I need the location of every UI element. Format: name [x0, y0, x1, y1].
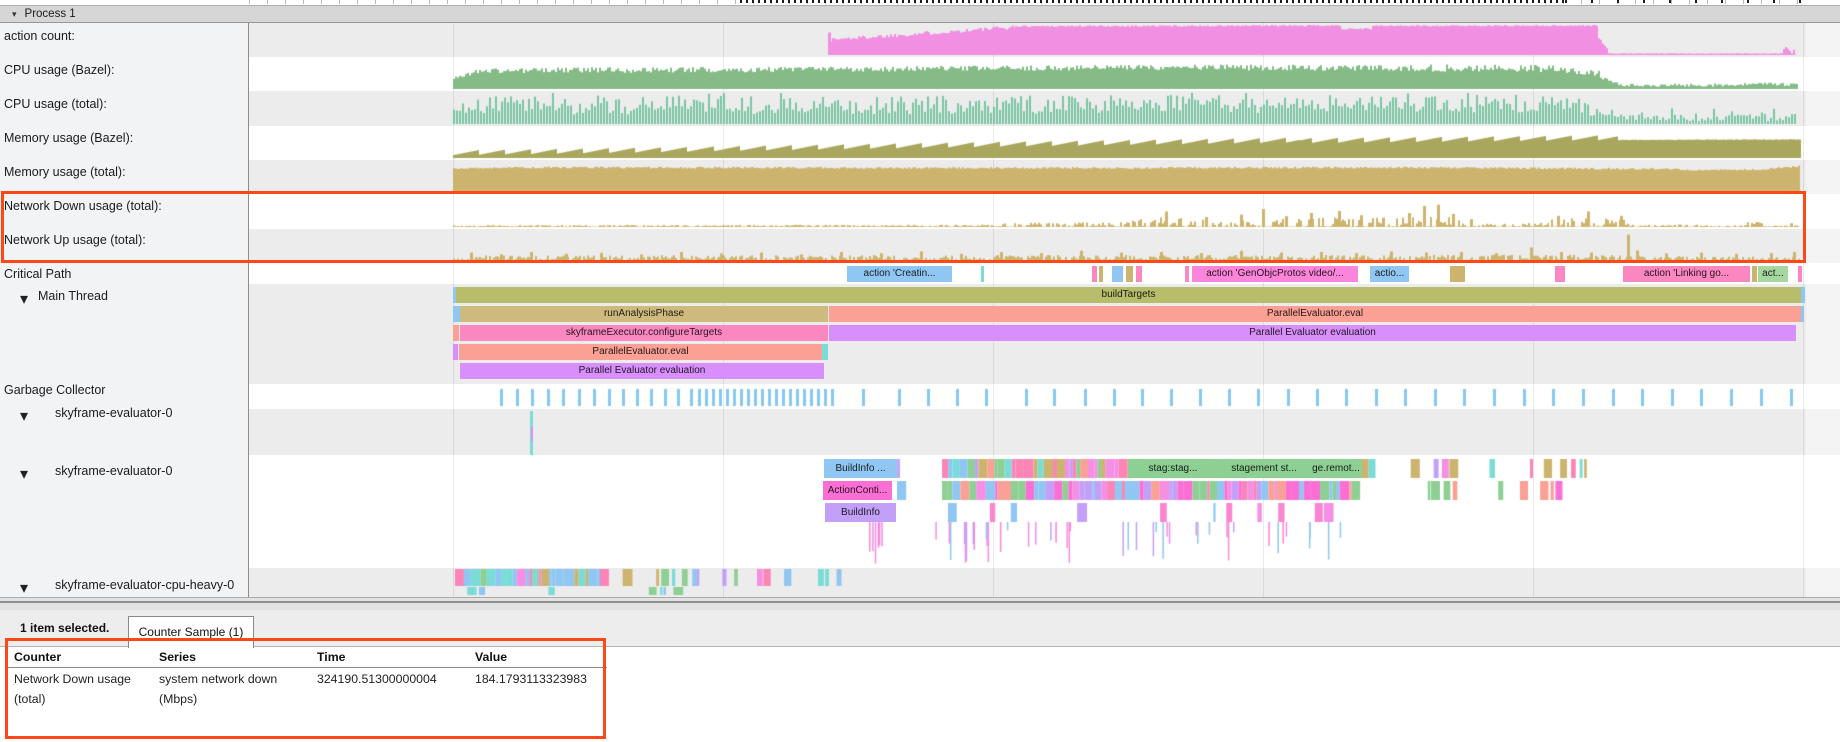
- slice-buildtargets[interactable]: buildTargets: [456, 287, 1801, 303]
- time-ruler[interactable]: [0, 0, 1840, 5]
- slice-skyframeexecutor-configuretargets[interactable]: skyframeExecutor.configureTargets: [460, 325, 828, 341]
- slice-sliver[interactable]: [453, 287, 456, 303]
- slice-parallelevaluator-eval[interactable]: ParallelEvaluator.eval: [459, 344, 822, 360]
- slice-parallel-evaluator-evaluation[interactable]: Parallel Evaluator evaluation: [829, 325, 1796, 341]
- track-label-action-count[interactable]: action count:: [4, 29, 75, 43]
- slice-ge-remot[interactable]: ge.remot...: [1310, 459, 1362, 478]
- track-label-cpu-usage-bazel[interactable]: CPU usage (Bazel):: [4, 63, 115, 77]
- header-divider: [5, 667, 607, 668]
- slice-sliver[interactable]: [1136, 266, 1142, 282]
- slice-sliver[interactable]: [453, 306, 460, 322]
- cell-value[interactable]: 184.1793113323983: [475, 672, 587, 686]
- slice-sliver[interactable]: [1112, 266, 1123, 282]
- col-header-series[interactable]: Series: [159, 650, 196, 664]
- slice-actio[interactable]: actio...: [1370, 266, 1409, 282]
- slice-buildinfo[interactable]: BuildInfo: [825, 503, 896, 522]
- track-label-network-up-usage-total[interactable]: Network Up usage (total):: [4, 233, 146, 247]
- cell-counter[interactable]: Network Down usage (total): [14, 672, 131, 706]
- details-tabstrip: 1 item selected. Counter Sample (1): [0, 610, 1840, 648]
- slice-sliver[interactable]: [1185, 266, 1189, 282]
- slice-sliver[interactable]: [1801, 287, 1805, 303]
- slice-sliver[interactable]: [981, 266, 984, 282]
- slice-action-creatin[interactable]: action 'Creatin...: [847, 266, 952, 282]
- counter-sample-table: Counter Series Time Value Network Down u…: [0, 647, 1840, 742]
- slice-sliver[interactable]: [1450, 266, 1465, 282]
- track-label-critical-path[interactable]: Critical Path: [4, 267, 72, 281]
- cell-time[interactable]: 324190.51300000004: [317, 672, 437, 686]
- selection-status: 1 item selected.: [20, 621, 110, 635]
- track-label-memory-usage-total[interactable]: Memory usage (total):: [4, 165, 126, 179]
- track-label-skyframe-evaluator-0[interactable]: skyframe-evaluator-0: [55, 406, 173, 420]
- collapse-arrow-icon[interactable]: ▾: [20, 291, 29, 308]
- panel-splitter[interactable]: [0, 597, 1840, 610]
- slice-sliver[interactable]: [1555, 266, 1565, 282]
- slice-actionconti[interactable]: ActionConti...: [823, 481, 892, 500]
- slice-sliver[interactable]: [1099, 266, 1103, 282]
- details-panel: 1 item selected. Counter Sample (1) Coun…: [0, 610, 1840, 742]
- slice-runanalysisphase[interactable]: runAnalysisPhase: [460, 306, 828, 322]
- slice-action-genobjcprotos-video[interactable]: action 'GenObjcProtos video/...: [1192, 266, 1358, 282]
- collapse-arrow-icon[interactable]: ▾: [20, 466, 29, 483]
- slice-parallel-evaluator-evaluation[interactable]: Parallel Evaluator evaluation: [460, 363, 824, 379]
- collapse-arrow-icon[interactable]: ▾: [12, 8, 17, 19]
- track-label-skyframe-evaluator-cpu-heavy-0[interactable]: skyframe-evaluator-cpu-heavy-0: [55, 578, 235, 592]
- ruler-ticks-black2: [1565, 0, 1806, 3]
- cell-series[interactable]: system network down (Mbps): [159, 672, 278, 706]
- track-label-main-thread[interactable]: Main Thread: [38, 289, 108, 303]
- slice-sliver[interactable]: [453, 344, 458, 360]
- slice-sliver[interactable]: [453, 325, 459, 341]
- col-header-time[interactable]: Time: [317, 650, 346, 664]
- slice-stag-stag[interactable]: stag:stag...: [1128, 459, 1218, 478]
- slice-action-linking-go[interactable]: action 'Linking go...: [1623, 266, 1750, 282]
- slice-sliver[interactable]: [1752, 266, 1757, 282]
- slice-parallelevaluator-eval[interactable]: ParallelEvaluator.eval: [829, 306, 1801, 322]
- slice-stagement-st[interactable]: stagement st...: [1218, 459, 1310, 478]
- track-label-garbage-collector[interactable]: Garbage Collector: [4, 383, 106, 397]
- ruler-ticks-black: [740, 0, 1565, 3]
- process-title: Process 1: [24, 8, 76, 20]
- track-label-network-down-usage-total[interactable]: Network Down usage (total):: [4, 199, 162, 213]
- track-label-cpu-usage-total[interactable]: CPU usage (total):: [4, 97, 107, 111]
- collapse-arrow-icon[interactable]: ▾: [20, 580, 29, 597]
- slice-sliver[interactable]: [1801, 306, 1804, 322]
- slice-sliver[interactable]: [822, 344, 828, 360]
- slice-buildinfo[interactable]: BuildInfo ...: [824, 459, 897, 478]
- slice-sliver[interactable]: [1126, 266, 1133, 282]
- slice-sliver[interactable]: [1092, 266, 1097, 282]
- col-header-value[interactable]: Value: [475, 650, 508, 664]
- slice-sliver[interactable]: [1798, 266, 1802, 282]
- track-label-skyframe-evaluator-0[interactable]: skyframe-evaluator-0: [55, 464, 173, 478]
- track-label-memory-usage-bazel[interactable]: Memory usage (Bazel):: [4, 131, 134, 145]
- tab-counter-sample[interactable]: Counter Sample (1): [128, 616, 254, 648]
- splitter-handle[interactable]: [0, 601, 1840, 603]
- process-header[interactable]: ▾ Process 1: [0, 5, 1840, 23]
- slice-act[interactable]: act...: [1758, 266, 1788, 282]
- track-label-panel: action count: CPU usage (Bazel): CPU usage…: [0, 23, 249, 597]
- col-header-counter[interactable]: Counter: [14, 650, 62, 664]
- collapse-arrow-icon[interactable]: ▾: [20, 408, 29, 425]
